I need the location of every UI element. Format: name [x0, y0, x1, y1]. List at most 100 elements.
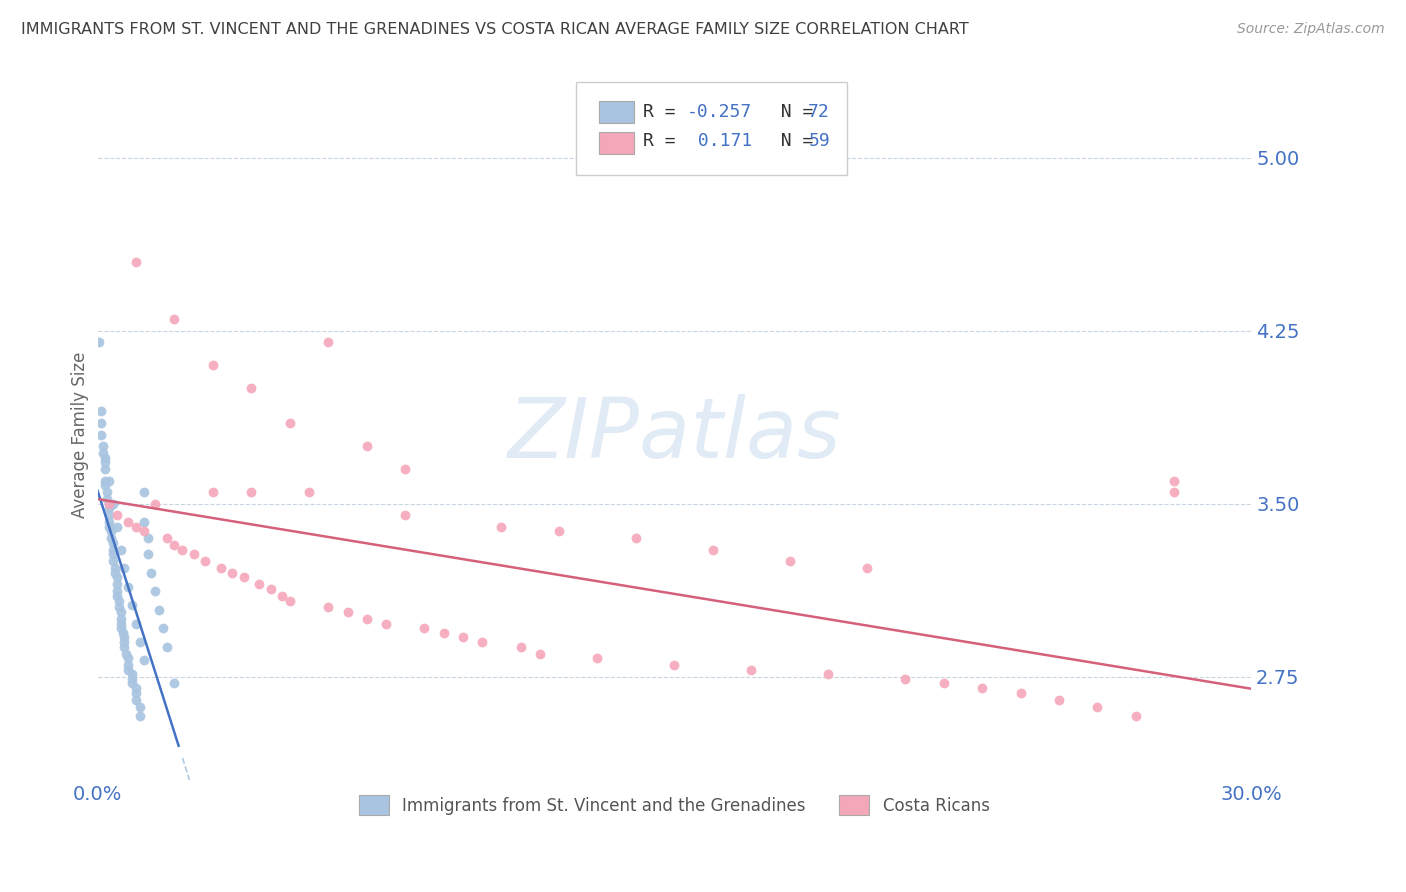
Point [664, 658, 686, 673]
Point [104, 561, 127, 575]
Point [110, 542, 132, 557]
Point [278, 593, 301, 607]
Point [105, 520, 128, 534]
Text: 0.171: 0.171 [688, 132, 752, 151]
Point [1163, 474, 1185, 488]
Point [336, 605, 359, 619]
FancyBboxPatch shape [599, 101, 634, 123]
Point [855, 561, 877, 575]
Point [1163, 485, 1185, 500]
Point [94, 450, 117, 465]
Point [128, 708, 150, 723]
Point [90, 416, 112, 430]
Text: R =: R = [644, 132, 686, 151]
Point [98, 501, 121, 516]
Point [98, 497, 121, 511]
FancyBboxPatch shape [599, 132, 634, 154]
Point [471, 635, 494, 649]
Point [105, 577, 128, 591]
Point [356, 612, 378, 626]
Point [101, 536, 124, 550]
FancyBboxPatch shape [576, 82, 848, 175]
Point [132, 485, 155, 500]
Point [433, 625, 456, 640]
Point [117, 658, 139, 673]
Point [201, 359, 224, 373]
Point [163, 676, 186, 690]
Text: Source: ZipAtlas.com: Source: ZipAtlas.com [1237, 22, 1385, 37]
Point [100, 531, 122, 545]
Point [90, 404, 112, 418]
Point [125, 686, 148, 700]
Point [970, 681, 993, 695]
Point [125, 692, 148, 706]
Point [132, 524, 155, 539]
Point [93, 439, 115, 453]
Point [90, 427, 112, 442]
Text: 59: 59 [808, 132, 830, 151]
Point [529, 647, 551, 661]
Y-axis label: Average Family Size: Average Family Size [72, 351, 89, 517]
Text: IMMIGRANTS FROM ST. VINCENT AND THE GRENADINES VS COSTA RICAN AVERAGE FAMILY SIZ: IMMIGRANTS FROM ST. VINCENT AND THE GREN… [21, 22, 969, 37]
Point [115, 647, 138, 661]
Text: ZIPatlas: ZIPatlas [508, 394, 841, 475]
Point [121, 672, 143, 686]
Point [117, 663, 139, 677]
Point [114, 635, 136, 649]
Point [110, 612, 132, 626]
Text: -0.257: -0.257 [688, 103, 752, 120]
Point [240, 381, 263, 395]
Point [125, 254, 148, 268]
Point [209, 561, 232, 575]
Point [101, 497, 124, 511]
Point [104, 566, 127, 580]
Point [817, 667, 839, 681]
Point [194, 554, 217, 568]
Point [156, 531, 179, 545]
Point [101, 542, 124, 557]
Point [152, 621, 174, 635]
Point [94, 455, 117, 469]
Point [117, 515, 139, 529]
Point [128, 699, 150, 714]
Point [100, 524, 122, 539]
Point [932, 676, 955, 690]
Point [111, 625, 134, 640]
Point [94, 462, 117, 476]
Point [247, 577, 270, 591]
Point [183, 548, 205, 562]
Point [96, 485, 118, 500]
Point [132, 515, 155, 529]
Point [114, 640, 136, 654]
Point [136, 531, 159, 545]
Point [148, 603, 170, 617]
Point [98, 497, 121, 511]
Point [98, 474, 121, 488]
Text: N =: N = [759, 132, 824, 151]
Point [125, 616, 148, 631]
Point [110, 616, 132, 631]
Point [740, 663, 762, 677]
Point [89, 335, 111, 350]
Text: N =: N = [759, 103, 824, 120]
Point [121, 598, 143, 612]
Text: 72: 72 [808, 103, 830, 120]
Point [548, 524, 571, 539]
Point [413, 621, 436, 635]
Point [93, 446, 115, 460]
Point [318, 600, 340, 615]
Point [117, 651, 139, 665]
Point [114, 631, 136, 645]
Point [375, 616, 398, 631]
Point [278, 416, 301, 430]
Point [110, 605, 132, 619]
Point [394, 462, 416, 476]
Point [451, 631, 474, 645]
Point [232, 570, 254, 584]
Point [259, 582, 281, 596]
Text: R =: R = [644, 103, 686, 120]
Point [121, 676, 143, 690]
Point [98, 515, 121, 529]
Point [105, 584, 128, 599]
Point [156, 640, 179, 654]
